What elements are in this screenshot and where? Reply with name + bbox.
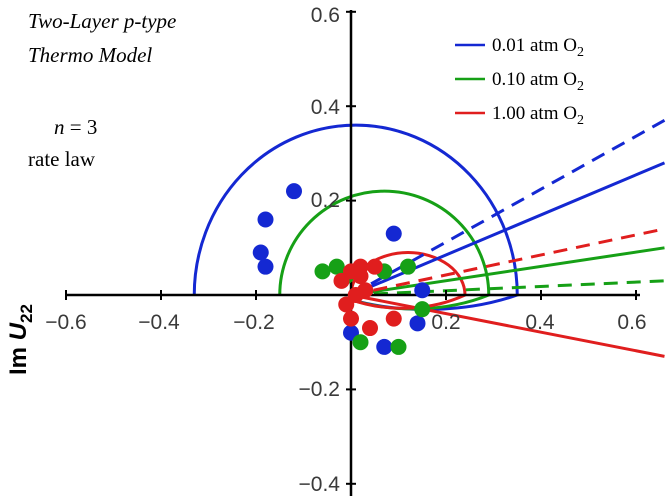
y-tick-label-neg0.2: −0.2 xyxy=(299,378,340,401)
series-1-point-7 xyxy=(390,338,407,355)
series-1-dashed-ray xyxy=(350,279,665,297)
rate-law-n: n = 3 xyxy=(54,115,97,139)
series-2-point-7 xyxy=(362,320,378,337)
ticks-layer xyxy=(65,10,637,485)
series-1-point-5 xyxy=(414,301,431,318)
series-0-arc xyxy=(192,123,519,311)
series-0-point-0 xyxy=(286,183,302,200)
series-1-arc xyxy=(278,189,491,311)
series-0-point-8 xyxy=(414,282,431,299)
model-title-line2: Thermo Model xyxy=(28,43,152,67)
x-tick-label-0.4: 0.4 xyxy=(525,311,555,334)
series-2-point-9 xyxy=(385,310,402,327)
series-2-dashed-ray xyxy=(350,227,665,297)
x-tick-label-0.2: 0.2 xyxy=(431,311,460,334)
points-layer xyxy=(252,183,431,355)
y-axis-label: Im U22 xyxy=(5,304,36,375)
series-0-point-7 xyxy=(409,315,426,332)
legend: 0.01 atm O2 0.10 atm O2 1.00 atm O2 xyxy=(455,35,584,128)
series-2-point-6 xyxy=(343,310,359,327)
y-tick-label-neg0.4: −0.4 xyxy=(299,473,341,496)
legend-label-0: 0.01 atm O2 xyxy=(492,35,584,60)
series-0-dashed-ray xyxy=(350,119,666,297)
series-0-point-1 xyxy=(257,211,274,228)
series-1-point-4 xyxy=(400,258,416,275)
series-2-point-4 xyxy=(352,268,369,285)
series-1-solid-ray xyxy=(350,246,665,297)
x-tick-label-neg0.2: −0.2 xyxy=(233,311,274,334)
y-tick-label-0.6: 0.6 xyxy=(311,4,340,27)
legend-label-1: 0.10 atm O2 xyxy=(492,69,584,94)
series-1-point-0 xyxy=(314,263,331,280)
legend-label-2: 1.00 atm O2 xyxy=(492,103,584,128)
series-2-point-3 xyxy=(366,258,383,275)
x-tick-label-0.6: 0.6 xyxy=(617,311,646,334)
series-0-point-2 xyxy=(252,244,269,261)
y-tick-label-0.2: 0.2 xyxy=(311,189,340,212)
model-title-line1: Two-Layer p-type xyxy=(28,9,176,33)
y-tick-label-0.4: 0.4 xyxy=(311,96,341,119)
x-tick-label-neg0.6: −0.6 xyxy=(45,311,86,334)
series-0-point-6 xyxy=(376,338,393,355)
series-1-point-6 xyxy=(352,334,369,351)
series-2-point-10 xyxy=(357,282,374,299)
rate-law-label: rate law xyxy=(28,147,96,171)
series-0-point-3 xyxy=(257,258,274,275)
x-tick-label-neg0.4: −0.4 xyxy=(138,311,180,334)
series-0-point-4 xyxy=(385,225,402,242)
series-2-solid-ray xyxy=(350,293,665,358)
